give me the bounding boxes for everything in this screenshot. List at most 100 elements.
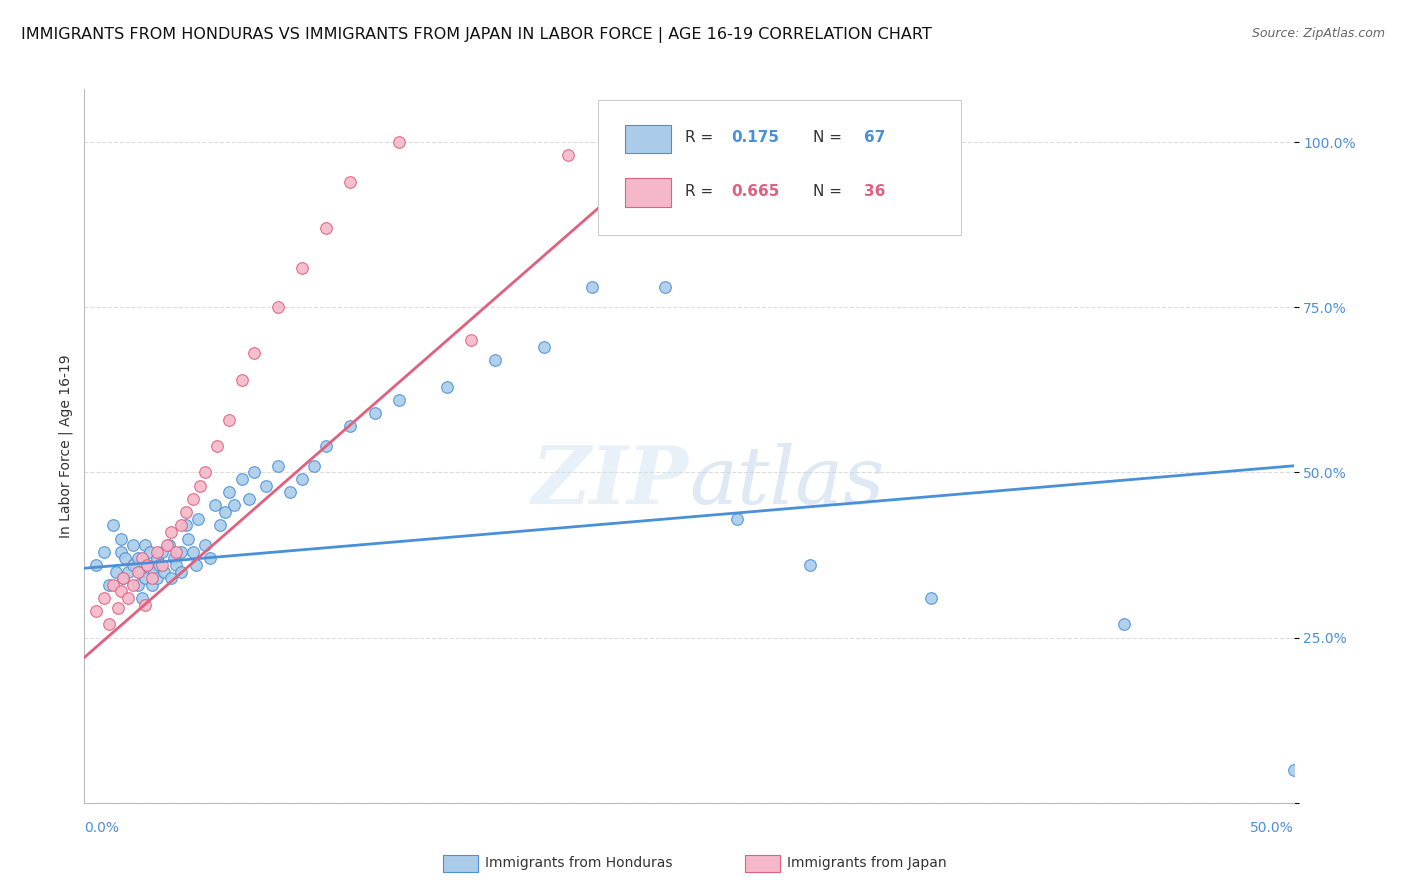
Point	[165, 558, 187, 572]
Point	[436, 379, 458, 393]
Text: N =: N =	[814, 184, 842, 199]
Point	[339, 175, 361, 189]
Point	[184, 558, 207, 572]
Point	[170, 565, 193, 579]
Point	[117, 591, 139, 605]
Point	[204, 499, 226, 513]
Point	[129, 565, 152, 579]
Point	[224, 499, 246, 513]
Point	[121, 558, 143, 572]
Point	[86, 604, 108, 618]
Point	[112, 571, 135, 585]
Point	[127, 578, 149, 592]
Point	[93, 591, 115, 605]
Point	[218, 412, 240, 426]
Point	[214, 505, 236, 519]
Point	[103, 578, 125, 592]
Point	[315, 439, 337, 453]
Point	[153, 565, 176, 579]
Point	[1282, 763, 1305, 777]
Text: 0.175: 0.175	[731, 129, 779, 145]
Point	[654, 280, 676, 294]
Point	[121, 578, 143, 592]
Point	[218, 485, 240, 500]
Point	[187, 511, 209, 525]
Point	[920, 591, 942, 605]
Point	[388, 392, 411, 407]
Text: R =: R =	[685, 184, 718, 199]
Point	[170, 518, 193, 533]
Point	[150, 545, 173, 559]
Point	[177, 532, 200, 546]
Point	[1114, 617, 1136, 632]
Point	[339, 419, 361, 434]
Point	[174, 505, 197, 519]
Text: 0.665: 0.665	[731, 184, 780, 199]
Point	[134, 571, 156, 585]
Point	[190, 478, 212, 492]
Point	[143, 565, 166, 579]
Text: R =: R =	[685, 129, 718, 145]
Point	[93, 545, 115, 559]
Point	[291, 472, 314, 486]
Point	[278, 485, 301, 500]
Point	[103, 518, 125, 533]
Point	[146, 545, 169, 559]
Point	[141, 571, 163, 585]
Text: N =: N =	[814, 129, 842, 145]
Point	[127, 551, 149, 566]
Point	[107, 600, 129, 615]
Point	[388, 135, 411, 149]
Point	[242, 466, 264, 480]
Text: 50.0%: 50.0%	[1250, 821, 1294, 835]
Point	[194, 466, 217, 480]
Point	[484, 353, 506, 368]
Point	[131, 591, 153, 605]
Point	[165, 545, 187, 559]
Text: 67: 67	[865, 129, 886, 145]
Text: Immigrants from Japan: Immigrants from Japan	[787, 856, 948, 871]
Point	[104, 565, 127, 579]
Point	[131, 551, 153, 566]
Point	[363, 406, 385, 420]
Point	[150, 558, 173, 572]
Point	[117, 565, 139, 579]
Text: IMMIGRANTS FROM HONDURAS VS IMMIGRANTS FROM JAPAN IN LABOR FORCE | AGE 16-19 COR: IMMIGRANTS FROM HONDURAS VS IMMIGRANTS F…	[21, 27, 932, 43]
Point	[146, 571, 169, 585]
Point	[267, 300, 290, 314]
Point	[460, 333, 482, 347]
Point	[238, 491, 260, 506]
Point	[121, 538, 143, 552]
Y-axis label: In Labor Force | Age 16-19: In Labor Force | Age 16-19	[59, 354, 73, 538]
Point	[231, 373, 253, 387]
Point	[174, 518, 197, 533]
Point	[533, 340, 555, 354]
Point	[163, 551, 186, 566]
Point	[678, 135, 700, 149]
Text: Source: ZipAtlas.com: Source: ZipAtlas.com	[1251, 27, 1385, 40]
Point	[134, 538, 156, 552]
Point	[134, 598, 156, 612]
Point	[138, 545, 160, 559]
Point	[155, 538, 177, 552]
Bar	[624, 125, 671, 153]
Point	[725, 511, 748, 525]
Point	[112, 571, 135, 585]
Bar	[624, 178, 671, 207]
Point	[799, 558, 821, 572]
Point	[208, 518, 231, 533]
FancyBboxPatch shape	[599, 100, 962, 235]
Point	[254, 478, 277, 492]
Point	[127, 565, 149, 579]
Point	[141, 578, 163, 592]
Text: Immigrants from Honduras: Immigrants from Honduras	[485, 856, 672, 871]
Point	[315, 221, 337, 235]
Point	[157, 538, 180, 552]
Point	[581, 280, 603, 294]
Point	[557, 148, 579, 162]
Text: 0.0%: 0.0%	[84, 821, 120, 835]
Point	[198, 551, 221, 566]
Point	[110, 584, 132, 599]
Point	[160, 524, 183, 539]
Text: 36: 36	[865, 184, 886, 199]
